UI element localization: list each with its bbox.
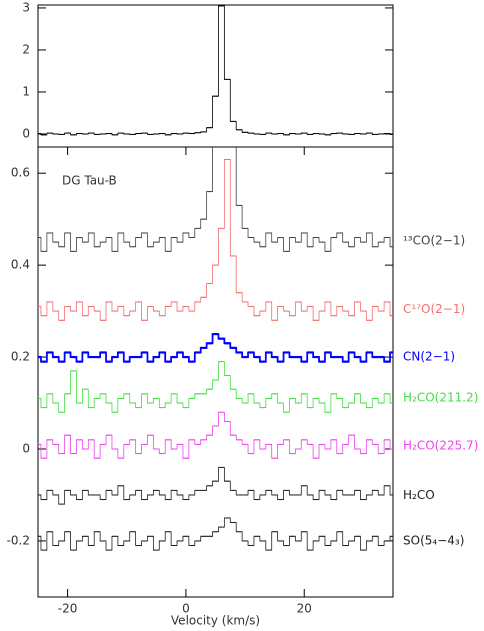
annotation: DG Tau-B — [62, 174, 117, 188]
y-tick-label: -0.2 — [7, 533, 30, 547]
x-axis-label: Velocity (km/s) — [171, 614, 260, 628]
plot-area — [38, 5, 393, 136]
y-tick-label: 1 — [22, 84, 30, 98]
step-outline — [38, 411, 393, 459]
y-tick-label: 0.4 — [11, 258, 30, 272]
panel-frame — [37, 4, 394, 148]
y-tick-label: 0.6 — [11, 166, 30, 180]
y-tick-label: 0.2 — [11, 350, 30, 364]
y-tick-label: 0 — [22, 441, 30, 455]
series-label: H₂CO — [403, 488, 435, 502]
series-label: ¹³CO(2−1) — [403, 233, 465, 247]
series-label: SO(5₄−4₃) — [403, 533, 464, 547]
series-label: C¹⁷O(2−1) — [403, 302, 465, 316]
x-tick-label: 0 — [182, 602, 190, 616]
y-tick-label: 2 — [22, 42, 30, 56]
panel-frame — [37, 146, 394, 598]
y-tick-label: 0 — [22, 126, 30, 140]
x-tick-label: 20 — [297, 602, 312, 616]
plot-area — [38, 147, 393, 551]
x-tick-label: -20 — [58, 602, 78, 616]
step-outline — [38, 5, 393, 136]
step-outline — [38, 466, 393, 505]
series-label: CN(2−1) — [403, 350, 455, 364]
y-tick-label: 3 — [22, 0, 30, 14]
series-label: H₂CO(211.2) — [403, 390, 478, 404]
series-label: H₂CO(225.7) — [403, 438, 478, 452]
step-outline — [38, 361, 393, 413]
